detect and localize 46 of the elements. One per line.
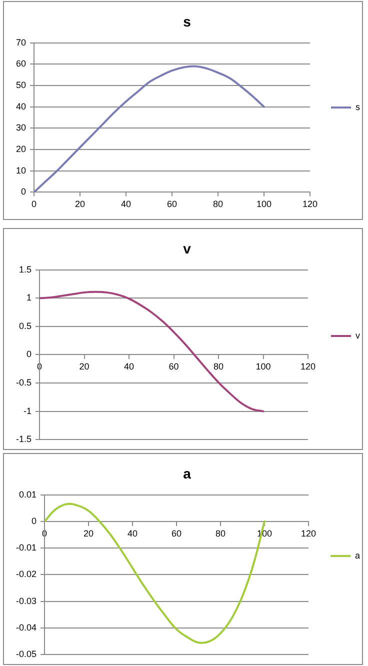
- x-tick-label: 120: [300, 528, 316, 538]
- x-tick-label: 20: [79, 362, 90, 372]
- y-tick-label: 0: [20, 186, 26, 197]
- y-tick-label: 50: [16, 80, 26, 90]
- y-tick-label: 70: [16, 37, 26, 48]
- y-tick-label: 0.5: [18, 320, 32, 331]
- chart-title: a: [183, 465, 192, 482]
- y-tick-label: -0.5: [16, 377, 32, 388]
- y-tick-label: 0.01: [18, 489, 37, 500]
- y-tick-label: 20: [16, 144, 26, 154]
- x-tick-label: 80: [212, 199, 224, 210]
- x-tick-label: 40: [124, 362, 134, 372]
- x-tick-label: 120: [302, 199, 318, 210]
- x-tick-label: 40: [121, 199, 132, 210]
- legend-label: s: [356, 102, 360, 112]
- y-tick-label: -0.02: [16, 569, 37, 580]
- x-tick-label: 120: [300, 362, 316, 372]
- y-tick-label: 0: [32, 516, 37, 526]
- y-tick-label: 60: [16, 58, 26, 69]
- x-tick-label: 40: [128, 528, 138, 538]
- chart-title: s: [183, 13, 192, 30]
- x-tick-label: 60: [168, 362, 179, 372]
- x-tick-label: 20: [84, 528, 94, 538]
- y-tick-label: 10: [16, 165, 26, 176]
- y-tick-label: -1: [23, 406, 32, 416]
- x-tick-label: 80: [215, 528, 226, 538]
- y-tick-label: 1.5: [18, 264, 32, 274]
- y-tick-label: -0.03: [16, 596, 37, 606]
- legend-label: v: [356, 330, 360, 340]
- y-tick-label: 40: [16, 101, 26, 112]
- x-tick-label: 60: [171, 528, 182, 538]
- y-tick-label: 1: [26, 292, 32, 303]
- legend-label: a: [354, 550, 360, 560]
- y-tick-label: -1.5: [16, 434, 32, 444]
- line-series: [34, 65, 265, 192]
- x-tick-label: 80: [213, 362, 224, 372]
- y-tick-label: -0.05: [16, 649, 37, 660]
- x-tick-label: 100: [256, 199, 272, 210]
- chart-title: v: [183, 240, 192, 256]
- y-tick-label: -0.04: [16, 622, 37, 632]
- y-tick-label: 0: [26, 349, 32, 360]
- x-tick-label: 100: [256, 362, 271, 372]
- x-tick-label: 60: [167, 199, 178, 210]
- y-tick-label: -0.01: [16, 542, 37, 553]
- x-tick-label: 20: [75, 199, 86, 210]
- y-tick-label: 30: [16, 122, 26, 133]
